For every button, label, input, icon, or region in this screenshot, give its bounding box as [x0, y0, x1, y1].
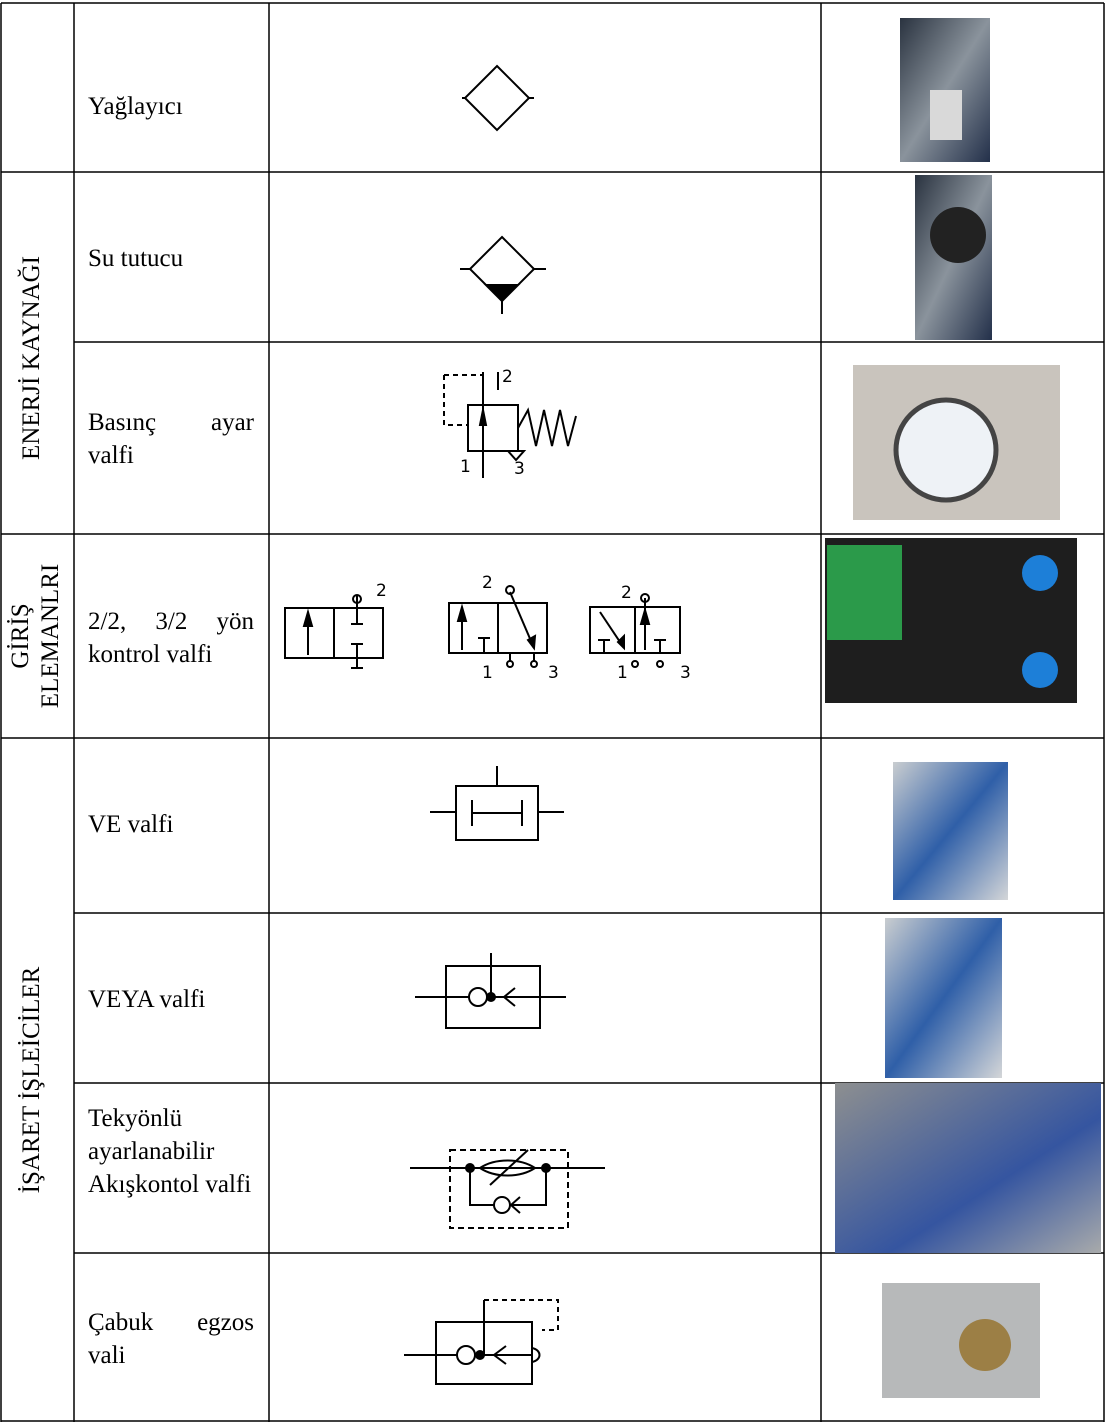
- photo: [893, 762, 1008, 900]
- group-label: GİRİŞ ELEMANLRI: [6, 536, 66, 736]
- item-name: VE valfi: [88, 808, 254, 841]
- item-name: Tekyönlü ayarlanabilir Akışkontol valfi: [88, 1102, 254, 1201]
- photo: [959, 1319, 1011, 1371]
- table-drawing: 2 1 3 2 2 1 3 2 1 3: [0, 0, 1105, 1422]
- group-label: İŞARET İŞLEİCİLER: [17, 738, 57, 1422]
- port-label: 2: [376, 581, 387, 601]
- page: 2 1 3 2 2 1 3 2 1 3: [0, 0, 1105, 1422]
- photo: [1022, 555, 1058, 591]
- photo: [1022, 652, 1058, 688]
- photo: [930, 90, 962, 140]
- photos: [825, 18, 1101, 1398]
- item-name: 2/2, 3/2 yön kontrol valfi: [88, 605, 254, 671]
- port-label: 3: [514, 459, 525, 479]
- photo: [930, 207, 986, 263]
- group-label: ENERJİ KAYNAĞI: [17, 177, 57, 539]
- port-label: 2: [482, 573, 493, 593]
- port-label: 1: [460, 457, 471, 477]
- symbols: 2 1 3 2 2 1 3 2 1 3: [285, 66, 691, 1384]
- item-name: Basınç ayar valfi: [88, 406, 254, 472]
- port-label: 3: [548, 663, 559, 683]
- item-name: Çabuk egzos vali: [88, 1306, 254, 1372]
- photo: [885, 918, 1002, 1078]
- port-label: 3: [680, 663, 691, 683]
- item-name: Su tutucu: [88, 242, 254, 275]
- photo: [835, 1083, 1101, 1253]
- photo: [896, 400, 996, 500]
- photo: [827, 545, 902, 640]
- port-label: 1: [617, 663, 628, 683]
- port-label: 1: [482, 663, 493, 683]
- item-name: Yağlayıcı: [88, 90, 254, 123]
- port-label: 2: [621, 583, 632, 603]
- item-name: VEYA valfi: [88, 983, 254, 1016]
- port-label: 2: [502, 367, 513, 387]
